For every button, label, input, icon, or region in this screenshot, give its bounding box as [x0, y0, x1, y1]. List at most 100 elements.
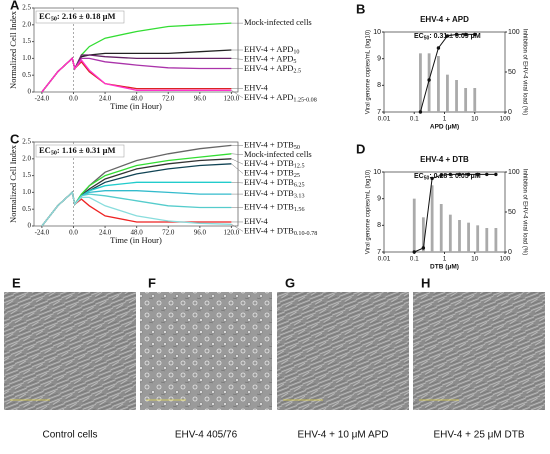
x-tick-label: 72.0 [162, 229, 175, 237]
curve-label: Mock-infected cells [244, 149, 312, 159]
curve-label: EHV-4 + APD1.25-0.08 [244, 92, 317, 104]
ec50-annotation-part: 50 [424, 176, 430, 182]
inhibition-point [475, 172, 480, 177]
curve-label-part: Mock-infected cells [244, 17, 312, 27]
panel-letter: E [12, 275, 21, 290]
curve-label-part: EHV-4 + DTB [244, 201, 294, 211]
label-leader [231, 90, 244, 99]
y-tick-label: 1.5 [22, 37, 31, 45]
y2-axis-label: Inhibition of EHV-4 viral load (%) [521, 29, 527, 115]
panel-letter: G [285, 275, 295, 290]
x-tick-label: 100 [500, 116, 511, 123]
y-tick-label: 0.5 [22, 205, 31, 213]
panel-letter: D [356, 141, 365, 156]
x-tick-label: 10 [471, 116, 479, 123]
curve-label-part: EHV-4 [244, 83, 269, 93]
curve-label-part: 6.25 [294, 183, 305, 189]
bar [494, 228, 498, 252]
x-tick-label: 0.1 [410, 116, 419, 123]
y-tick-label: 9 [377, 196, 381, 203]
curve-label-part: Mock-infected cells [244, 149, 312, 159]
y2-tick-label: 50 [508, 209, 516, 216]
label-leader [231, 158, 244, 165]
annotation-box [35, 10, 125, 24]
bar [446, 74, 449, 112]
inhibition-line [414, 173, 496, 253]
curve-label: EHV-4 + DTB0.10-0.78 [244, 225, 317, 237]
bar [421, 217, 425, 252]
bar [419, 53, 422, 112]
label-leader [231, 58, 244, 60]
curve-label-part: 1.56 [294, 207, 305, 213]
caption: EHV-4 + 10 μM APD [297, 430, 388, 441]
curve-label-part: EHV-4 + DTB [244, 177, 294, 187]
y-axis-label: Normalized Cell Index [8, 10, 18, 89]
curve [41, 191, 232, 227]
y-tick-label: 9 [377, 56, 381, 63]
bar [412, 198, 416, 252]
ec50-annotation-part: EC [39, 145, 51, 155]
y-tick-label: 7 [377, 249, 381, 256]
curve-label-part: 12.5 [294, 164, 305, 170]
x-tick-label: 96.0 [194, 229, 207, 237]
x-tick-label: -24.0 [35, 95, 50, 103]
x-tick-label: 0.1 [410, 256, 419, 263]
plot-frame [383, 31, 506, 113]
curve-label: Mock-infected cells [244, 17, 312, 27]
micrograph [413, 292, 545, 410]
y-tick-label: 0.5 [22, 71, 31, 79]
curve-label-part: 25 [294, 173, 300, 179]
inhibition-point [430, 176, 434, 181]
curve-label-part: 50 [294, 145, 300, 151]
y2-tick-label: 50 [508, 69, 516, 76]
inhibition-point [418, 110, 423, 114]
curve-label: EHV-4 [244, 216, 269, 226]
y-tick-label: 0 [28, 88, 32, 96]
ec50-annotation-part: : 1.16 ± 0.31 μM [57, 145, 116, 155]
curve-label-part: EHV-4 + DTB [244, 188, 294, 198]
y-tick-label: 7 [377, 109, 381, 116]
ec50-annotation: EC50: 0.28 ± 0.05 μM [414, 173, 481, 182]
x-tick-label: 24.0 [99, 95, 112, 103]
label-leader [231, 224, 244, 232]
inhibition-point [463, 32, 468, 37]
bar [455, 80, 458, 112]
curve-label: EHV-4 + DTB50 [244, 139, 300, 151]
bar [464, 88, 468, 112]
chart-title: EHV-4 + APD [420, 15, 469, 24]
inhibition-point [454, 32, 459, 37]
curve-label: EHV-4 [244, 83, 269, 93]
curve-label-part: EHV-4 + DTB [244, 158, 294, 168]
panel-letter: B [356, 1, 365, 16]
ec50-annotation-part: EC [39, 11, 51, 21]
curve-label-part: 5 [293, 59, 296, 65]
ec50-annotation-part: : 2.16 ± 0.18 μM [57, 11, 116, 21]
x-axis-label: DTB (μM) [430, 264, 459, 271]
y2-axis-label: Inhibition of EHV-4 viral load (%) [521, 169, 527, 255]
curve-label: EHV-4 + DTB6.25 [244, 177, 305, 189]
curve-label: EHV-4 + DTB3.13 [244, 188, 305, 200]
bar [427, 53, 431, 112]
x-tick-label: 96.0 [194, 95, 207, 103]
curve-label-part: EHV-4 + APD [244, 53, 293, 63]
y-axis-label: Viral genome copies/mL (log10) [366, 30, 372, 114]
bar [439, 204, 443, 252]
x-tick-label: -24.0 [35, 229, 50, 237]
curve-label-part: 3.13 [294, 194, 305, 200]
inhibition-point [439, 173, 443, 177]
curve-label: EHV-4 + DTB12.5 [244, 158, 305, 170]
inhibition-point [485, 172, 489, 177]
curve-label: EHV-4 + APD5 [244, 53, 296, 65]
y-tick-label: 8 [377, 82, 381, 89]
y2-tick-label: 100 [508, 29, 520, 36]
inhibition-point [421, 246, 426, 250]
curve-label-part: 0.10-0.78 [294, 231, 317, 237]
ec50-annotation-part: 50 [51, 151, 57, 157]
x-tick-label: 48.0 [131, 95, 144, 103]
label-leader [231, 153, 244, 156]
y-tick-label: 2.5 [22, 4, 31, 12]
y-tick-label: 8 [377, 222, 381, 229]
y2-tick-label: 0 [508, 109, 512, 116]
curve-label: EHV-4 + DTB25 [244, 168, 300, 180]
